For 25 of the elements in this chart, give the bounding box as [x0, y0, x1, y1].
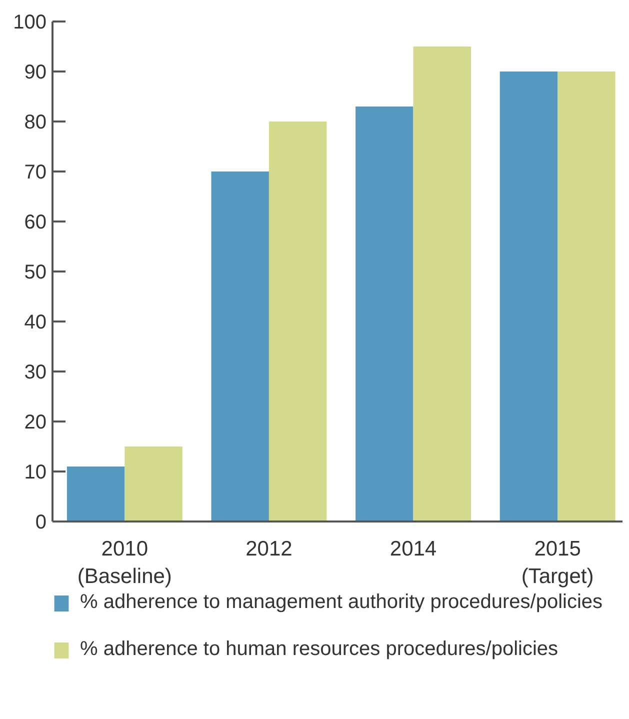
bar [66, 466, 125, 522]
bar [124, 446, 182, 522]
bar [211, 172, 269, 522]
legend-label: % adherence to management authority procedures/policies [80, 591, 603, 614]
bar [500, 72, 558, 522]
bar [356, 106, 414, 522]
y-tick-label: 10 [24, 462, 47, 484]
bar [558, 72, 616, 522]
x-tick-label: 2014 [390, 538, 437, 560]
bar [268, 122, 327, 522]
y-tick-label: 70 [24, 162, 47, 184]
y-tick-label: 0 [35, 512, 46, 534]
y-tick-label: 100 [13, 12, 47, 34]
y-tick-label: 50 [24, 262, 47, 284]
y-tick-label: 90 [24, 62, 47, 84]
x-tick-label: 2010 (Baseline) [77, 538, 172, 588]
y-tick-label: 20 [24, 412, 47, 434]
x-tick-label: 2012 [246, 538, 292, 560]
y-tick-label: 60 [24, 212, 47, 234]
legend-label: % adherence to human resources procedures/policies [80, 638, 558, 661]
bar [413, 46, 471, 522]
y-tick-label: 80 [24, 112, 47, 134]
y-tick-label: 40 [24, 312, 47, 334]
y-tick-label: 30 [24, 362, 47, 384]
x-tick-label: 2015 (Target) [521, 538, 594, 588]
